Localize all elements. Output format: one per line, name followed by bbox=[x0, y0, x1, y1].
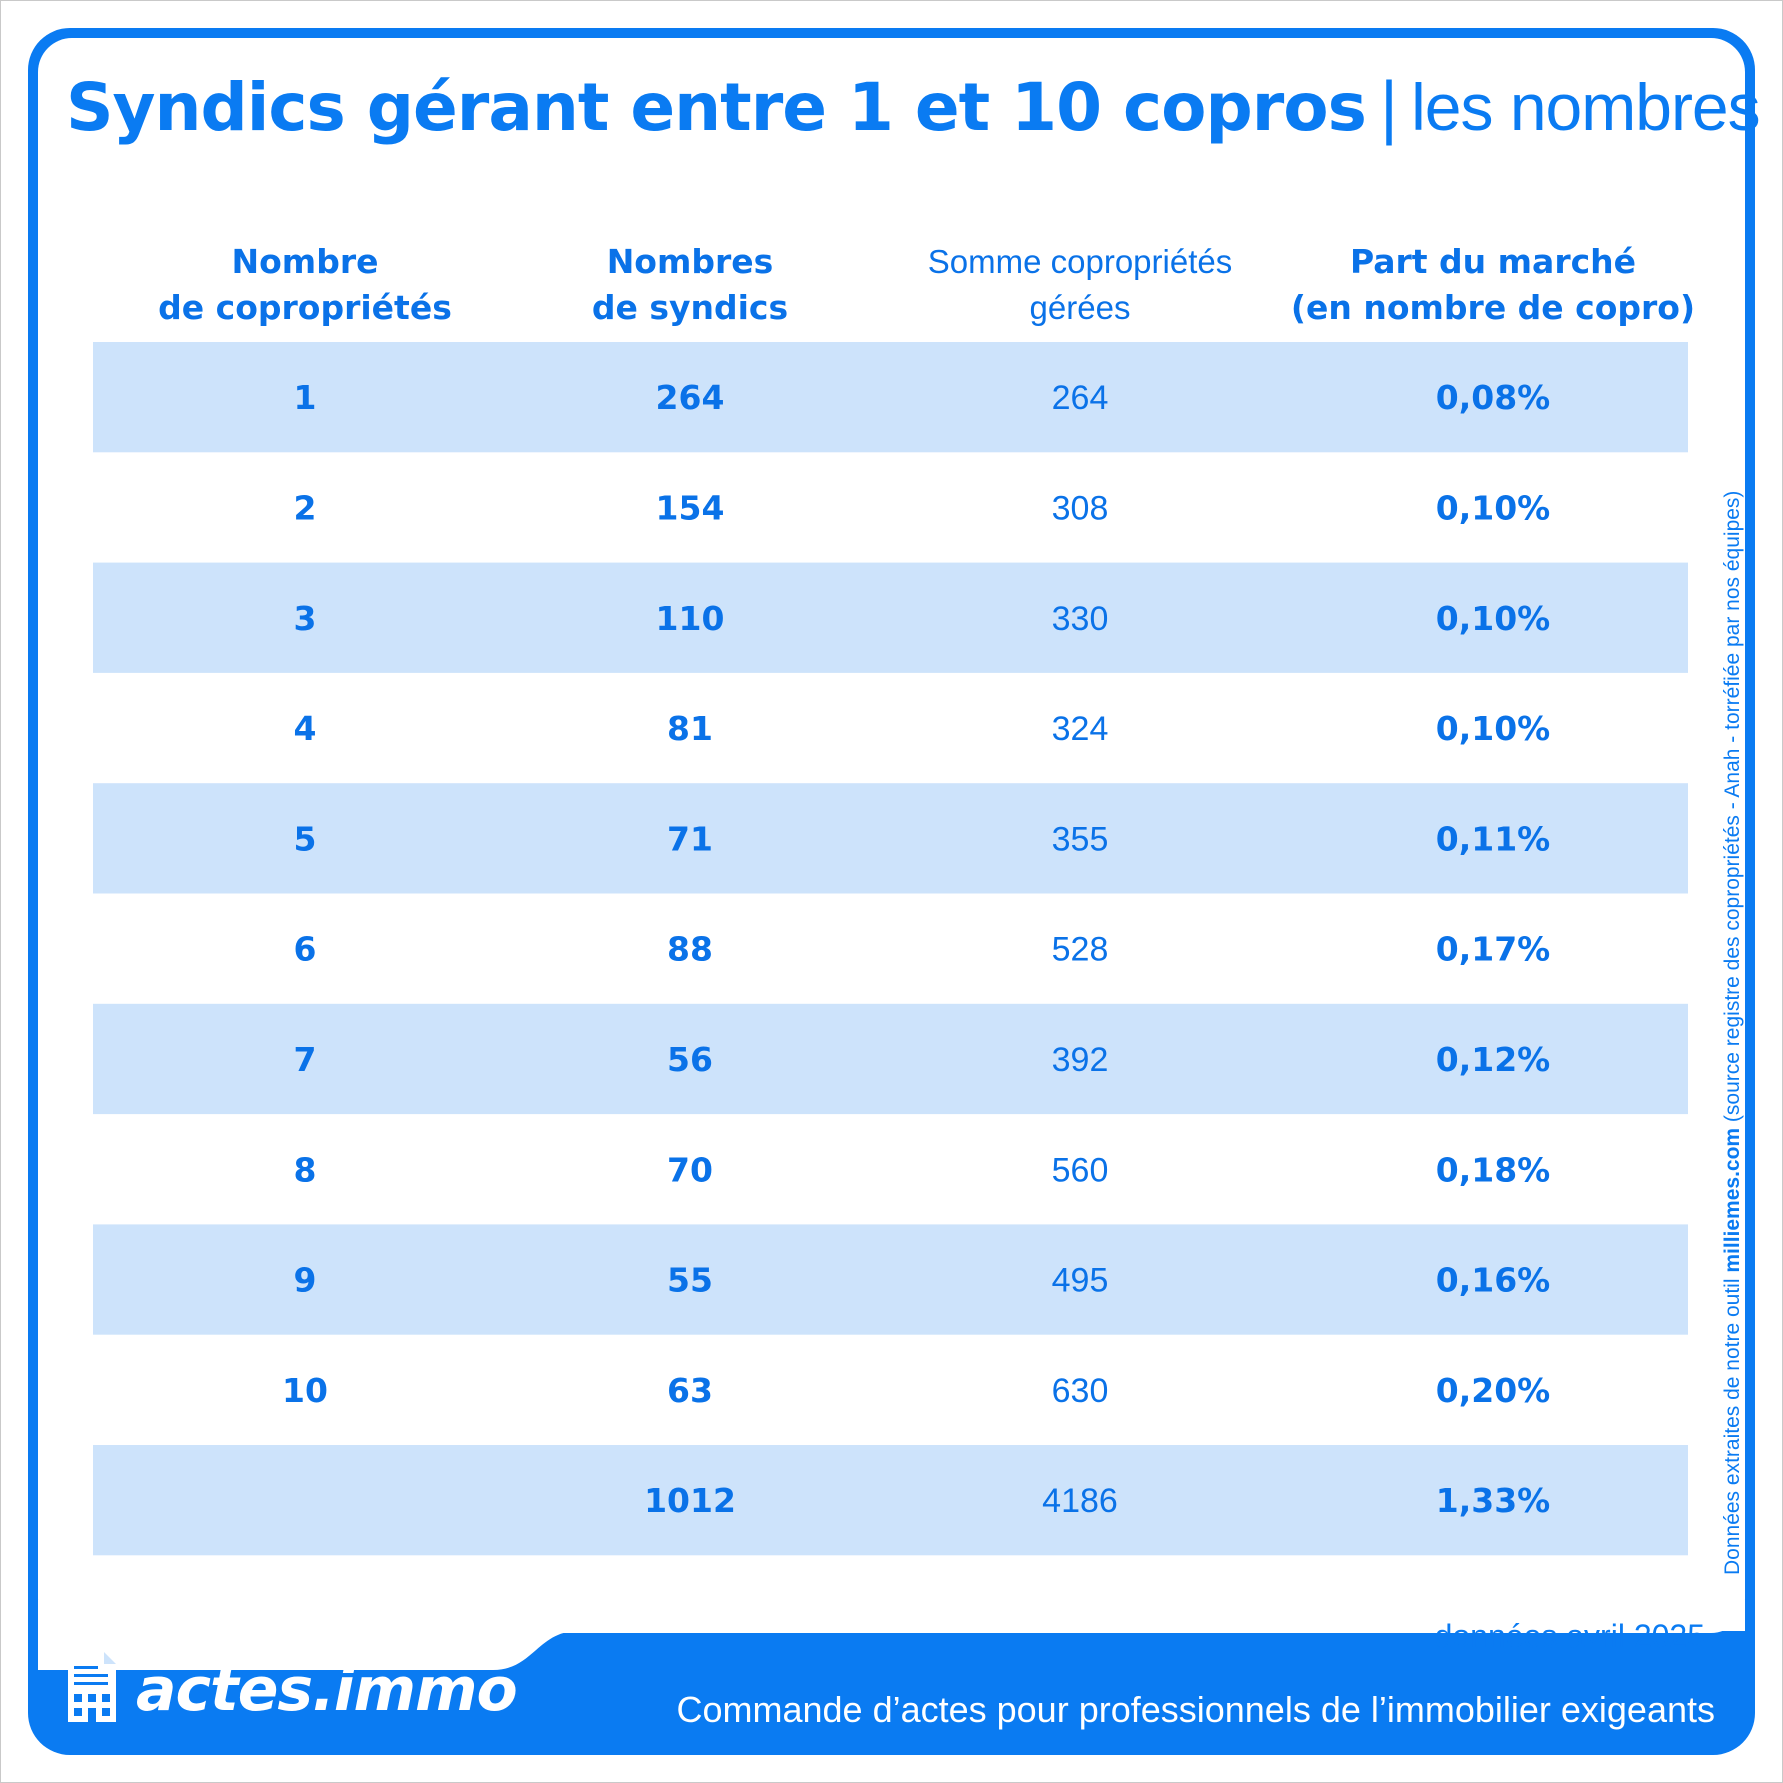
table-cell-r1-c1: 1 bbox=[294, 378, 317, 417]
table-cell-r8-c2: 70 bbox=[667, 1150, 713, 1189]
source-note: Données extraites de notre outil milliem… bbox=[1718, 195, 1748, 1575]
table-cell-r5-c3: 355 bbox=[1052, 820, 1109, 858]
column-header-4-line-2: (en nombre de copro) bbox=[1291, 288, 1695, 327]
column-header-2-line-2: de syndics bbox=[592, 288, 788, 327]
table-cell-r5-c1: 5 bbox=[294, 819, 317, 858]
table-cell-r10-c3: 630 bbox=[1052, 1372, 1109, 1410]
table-cell-r4-c2: 81 bbox=[667, 709, 713, 748]
table-cell-r9-c3: 495 bbox=[1052, 1262, 1109, 1300]
table-cell-r8-c4: 0,18% bbox=[1436, 1150, 1551, 1189]
table-cell-r2-c1: 2 bbox=[294, 488, 317, 527]
table-cell-r4-c4: 0,10% bbox=[1436, 709, 1551, 748]
table-cell-r10-c4: 0,20% bbox=[1436, 1371, 1551, 1410]
row-stripe bbox=[93, 783, 1688, 894]
table-cell-r9-c2: 55 bbox=[667, 1261, 713, 1300]
table-cell-r2-c2: 154 bbox=[656, 488, 725, 527]
table-cell-r5-c2: 71 bbox=[667, 819, 713, 858]
table-cell-r7-c3: 392 bbox=[1052, 1041, 1109, 1079]
page-title: Syndics gérant entre 1 et 10 copros | les … bbox=[66, 62, 1761, 152]
table-cell-r8-c1: 8 bbox=[294, 1150, 317, 1189]
footer-tagline: Commande d’actes pour professionnels de … bbox=[676, 1689, 1715, 1730]
column-header-1-line-1: Nombre bbox=[232, 242, 379, 281]
title-bold: Syndics gérant entre 1 et 10 copros bbox=[66, 69, 1367, 146]
title-light: les nombres bbox=[1411, 70, 1760, 144]
building-document-icon bbox=[68, 1652, 116, 1722]
row-stripe bbox=[93, 1003, 1688, 1115]
table-cell-r9-c4: 0,16% bbox=[1436, 1261, 1551, 1300]
table-cell-r3-c1: 3 bbox=[294, 599, 317, 638]
table-cell-r8-c3: 560 bbox=[1052, 1151, 1109, 1189]
column-header-2-line-1: Nombres bbox=[607, 242, 774, 281]
table-cell-r11-c3: 4186 bbox=[1042, 1482, 1118, 1520]
column-header-3-line-2: gérées bbox=[1030, 289, 1131, 326]
date-note: données avril 2025 bbox=[1434, 1618, 1705, 1654]
source-note-link[interactable]: milliemes.com bbox=[1721, 1127, 1744, 1273]
table-cell-r1-c2: 264 bbox=[656, 378, 725, 417]
table-cell-r6-c1: 6 bbox=[294, 930, 317, 969]
table-cell-r10-c1: 10 bbox=[282, 1371, 328, 1410]
column-header-3-line-1: Somme copropriétés bbox=[928, 243, 1232, 280]
data-table: Nombre de copropriétés Nombres de syndics So… bbox=[93, 242, 1695, 1556]
row-stripe bbox=[93, 1224, 1688, 1335]
table-cell-r2-c3: 308 bbox=[1052, 489, 1109, 527]
table-cell-r9-c1: 9 bbox=[294, 1261, 317, 1300]
title-separator: | bbox=[1377, 69, 1400, 146]
table-cell-r7-c4: 0,12% bbox=[1436, 1040, 1551, 1079]
table-cell-r6-c4: 0,17% bbox=[1436, 930, 1551, 969]
row-stripe bbox=[93, 1445, 1688, 1556]
table-cell-r11-c4: 1,33% bbox=[1436, 1481, 1551, 1520]
table-cell-r5-c4: 0,11% bbox=[1436, 819, 1551, 858]
source-note-prefix: Données extraites de notre outil bbox=[1721, 1278, 1744, 1575]
row-stripe bbox=[93, 342, 1688, 453]
table-cell-r3-c3: 330 bbox=[1052, 600, 1109, 638]
table-cell-r1-c3: 264 bbox=[1052, 379, 1109, 417]
table-cell-r7-c1: 7 bbox=[294, 1040, 317, 1079]
column-header-4-line-1: Part du marché bbox=[1350, 242, 1636, 281]
table-cell-r10-c2: 63 bbox=[667, 1371, 713, 1410]
column-header-1-line-2: de copropriétés bbox=[158, 288, 452, 327]
source-note-suffix: (source registre des copropriétés - Anah… bbox=[1721, 490, 1744, 1123]
table-cell-r2-c4: 0,10% bbox=[1436, 488, 1551, 527]
brand-logo: actes.immo bbox=[136, 1655, 518, 1725]
table-cell-r3-c4: 0,10% bbox=[1436, 599, 1551, 638]
table-cell-r6-c2: 88 bbox=[667, 930, 713, 969]
table-cell-r7-c2: 56 bbox=[667, 1040, 713, 1079]
table-cell-r1-c4: 0,08% bbox=[1436, 378, 1551, 417]
row-stripe bbox=[93, 562, 1688, 673]
table-cell-r3-c2: 110 bbox=[656, 599, 725, 638]
table-cell-r11-c2: 1012 bbox=[644, 1481, 736, 1520]
table-cell-r6-c3: 528 bbox=[1052, 931, 1109, 969]
table-cell-r4-c1: 4 bbox=[294, 709, 317, 748]
table-cell-r4-c3: 324 bbox=[1052, 710, 1109, 748]
